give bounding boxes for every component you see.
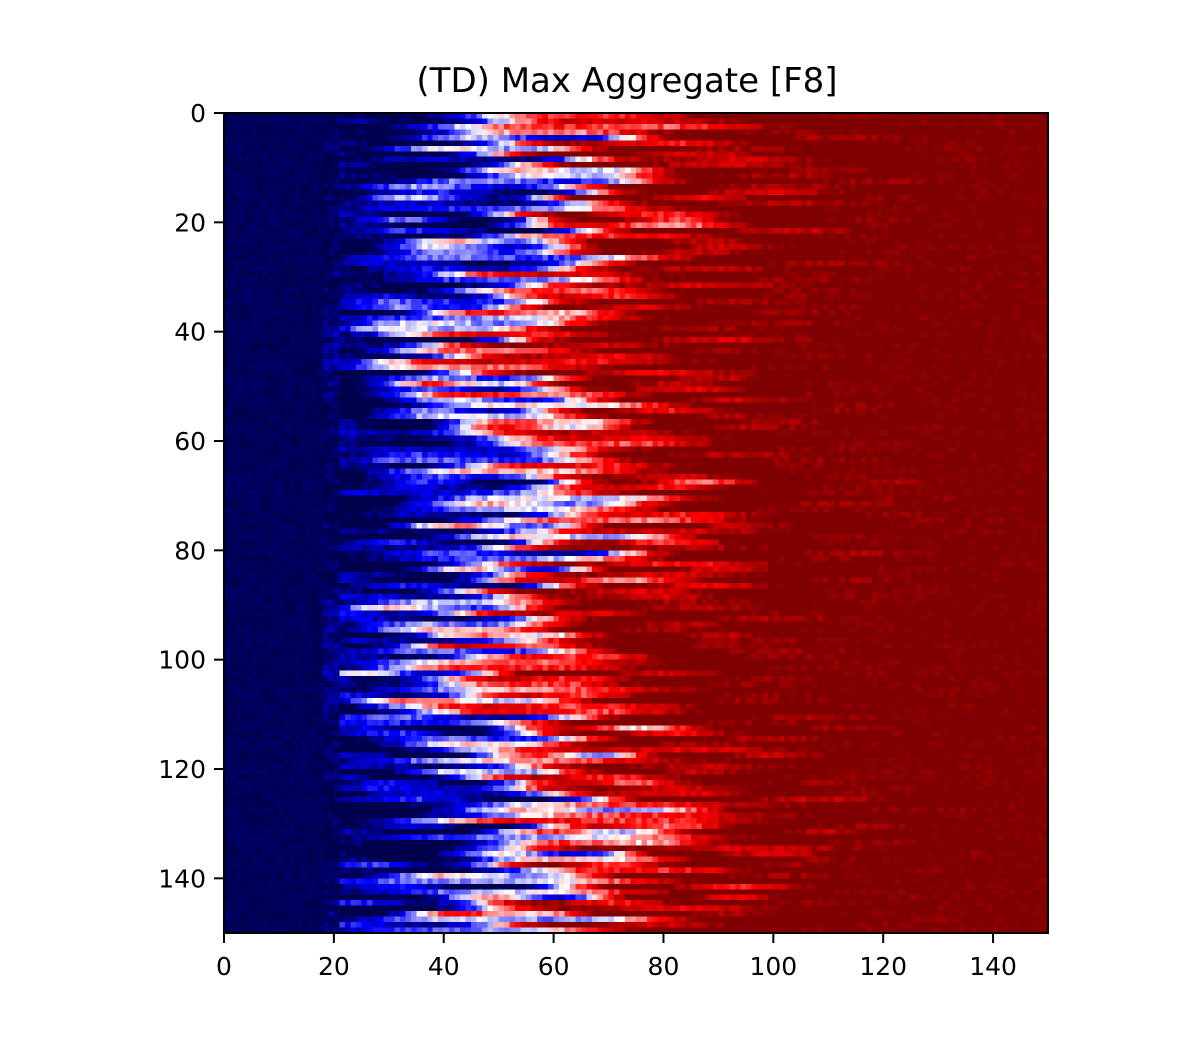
y-tick-label: 20	[174, 208, 206, 237]
y-tick-label: 100	[158, 646, 206, 675]
x-tick-label: 20	[318, 952, 350, 981]
x-tick-label: 80	[648, 952, 680, 981]
y-axis: 0 20 40 60 80 100 120 140	[158, 99, 224, 893]
x-tick-label: 140	[969, 952, 1017, 981]
y-tick-label: 80	[174, 536, 206, 565]
heatmap-image	[224, 113, 1048, 933]
x-tick-label: 40	[428, 952, 460, 981]
x-tick-label: 100	[749, 952, 797, 981]
heatmap-cells	[224, 113, 1048, 933]
x-tick-label: 60	[538, 952, 570, 981]
plot-frame	[223, 112, 1049, 934]
y-tick-label: 0	[190, 99, 206, 128]
x-tick-label: 0	[216, 952, 232, 981]
y-tick-label: 40	[174, 318, 206, 347]
x-tick-label: 120	[859, 952, 907, 981]
y-tick-label: 60	[174, 427, 206, 456]
x-axis: 0 20 40 60 80 100 120 140	[216, 933, 1017, 981]
y-tick-label: 120	[158, 755, 206, 784]
chart-title: (TD) Max Aggregate [F8]	[416, 61, 837, 101]
y-tick-label: 140	[158, 864, 206, 893]
